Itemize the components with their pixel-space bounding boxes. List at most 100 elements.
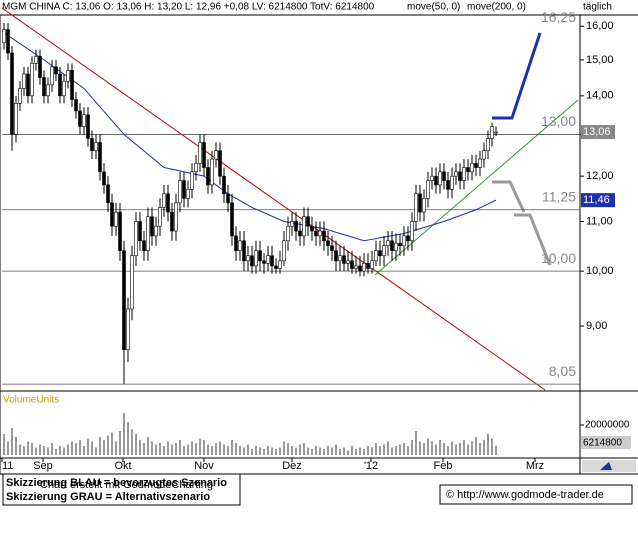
- volume-bar: [447, 446, 449, 455]
- volume-bar: [111, 432, 113, 455]
- candle-body: [350, 260, 354, 269]
- volume-bar: [307, 447, 309, 455]
- volume-bar: [147, 437, 149, 455]
- volume-bar: [39, 444, 41, 455]
- volume-bar: [203, 440, 205, 455]
- volume-bar: [211, 446, 213, 455]
- legend-note: Skizzierung GRAU = Alternativszenario: [6, 491, 210, 503]
- volume-bar: [119, 431, 121, 455]
- volume-bar: [335, 444, 337, 455]
- volume-bar: [243, 447, 245, 455]
- candle-body: [414, 193, 418, 222]
- last-close-box: [581, 125, 615, 140]
- volume-bar: [391, 447, 393, 455]
- volume-bar: [339, 449, 341, 455]
- candle-body: [190, 171, 194, 190]
- candle-body: [14, 103, 18, 135]
- volume-bar: [231, 440, 233, 455]
- volume-bar: [415, 431, 417, 455]
- volume-last-box: [581, 436, 631, 449]
- candle-body: [122, 250, 126, 351]
- volume-tick-label: 20000000: [585, 420, 630, 431]
- candle-body: [42, 77, 46, 97]
- candle-body: [246, 255, 250, 262]
- candle-body: [178, 180, 182, 204]
- volume-bar: [303, 443, 305, 455]
- volume-bar: [11, 428, 13, 455]
- volume-bar: [355, 449, 357, 455]
- candle-body: [278, 260, 282, 269]
- candle-body: [378, 250, 382, 257]
- volume-bar: [299, 444, 301, 455]
- y-tick-label: 10,00: [586, 265, 614, 277]
- candle-body: [70, 70, 74, 100]
- candle-body: [306, 216, 310, 227]
- volume-bar: [51, 443, 53, 455]
- volume-bar: [367, 446, 369, 455]
- candle-body: [270, 255, 274, 267]
- candle-body: [362, 263, 366, 272]
- volume-bar: [95, 447, 97, 455]
- candle-body: [318, 230, 322, 237]
- candle-body: [138, 221, 142, 242]
- candle-body: [110, 202, 114, 227]
- volume-bar: [395, 446, 397, 455]
- candle-body: [98, 142, 102, 173]
- volume-bar: [431, 441, 433, 455]
- candle-body: [58, 73, 62, 97]
- volume-bar: [383, 444, 385, 455]
- trend-line: [374, 99, 579, 276]
- candle-body: [150, 216, 154, 237]
- candle-body: [274, 265, 278, 269]
- y-tick-label: 15,00: [586, 54, 614, 66]
- volume-bar: [223, 444, 225, 455]
- volume-bar: [175, 443, 177, 455]
- candle-body: [470, 162, 474, 173]
- source: © http://www.godmode-trader.de: [446, 489, 604, 501]
- volume-bar: [99, 437, 101, 455]
- volume-bar: [123, 413, 125, 455]
- volume-bar: [331, 447, 333, 455]
- candle-body: [466, 167, 470, 173]
- volume-bar: [67, 444, 69, 455]
- volume-bar: [483, 440, 485, 455]
- volume-bar: [491, 438, 493, 455]
- volume-bar: [31, 443, 33, 455]
- candle-body: [62, 80, 66, 97]
- candle-body: [486, 138, 490, 152]
- candle-body: [322, 230, 326, 242]
- volume-bar: [259, 447, 261, 455]
- volume-bar: [143, 443, 145, 455]
- candle-body: [242, 240, 246, 262]
- volume-bar: [139, 440, 141, 455]
- source-box: [439, 484, 633, 505]
- volume-bar: [475, 437, 477, 455]
- volume-bar: [311, 449, 313, 455]
- candle-body: [370, 260, 374, 269]
- y-tick-label: 9,00: [586, 320, 607, 332]
- candle-body: [358, 265, 362, 272]
- volume-bar: [7, 441, 9, 455]
- target-label: 16,25: [541, 9, 576, 25]
- candle-body: [54, 66, 58, 75]
- volume-bar: [275, 449, 277, 455]
- volume-bar: [479, 443, 481, 455]
- candle-body: [26, 73, 30, 97]
- volume-bar: [459, 443, 461, 455]
- volume-bar: [279, 447, 281, 455]
- candle-body: [330, 245, 334, 252]
- candle-body: [74, 99, 78, 112]
- candle-body: [382, 245, 386, 257]
- candle-body: [410, 221, 414, 242]
- candle-body: [302, 216, 306, 237]
- candle-body: [158, 207, 162, 227]
- candle-body: [174, 202, 178, 232]
- volume-bar: [403, 443, 405, 455]
- period-label: täglich: [583, 2, 612, 13]
- candle-body: [490, 126, 494, 139]
- candle-body: [238, 240, 242, 252]
- candle-body: [198, 142, 202, 164]
- candle-body: [114, 211, 118, 227]
- volume-bar: [283, 441, 285, 455]
- volume-bar: [427, 438, 429, 455]
